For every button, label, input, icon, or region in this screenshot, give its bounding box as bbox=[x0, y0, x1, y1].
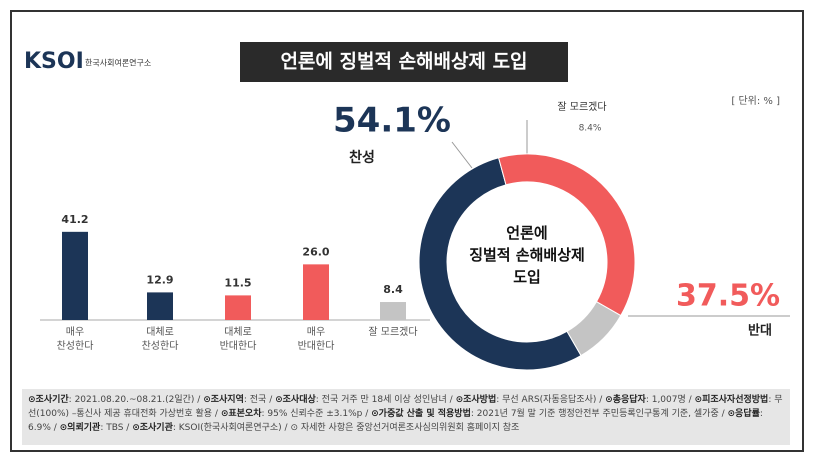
org-name: 한국사회여론연구소 bbox=[85, 58, 151, 68]
donut-segment bbox=[418, 157, 582, 371]
value-label: 8.4 bbox=[383, 283, 403, 296]
footer-item: ⊙조사기간: 2021.08.20.~08.21.(2일간) / bbox=[28, 395, 200, 405]
bar bbox=[225, 295, 251, 320]
footer-label: ⊙조사기관 bbox=[132, 423, 173, 433]
footer-item: ⊙ 자세한 사항은 중앙선거여론조사심의위원회 홈페이지 참조 bbox=[290, 423, 519, 433]
x-tick-label: 매우 찬성한다 bbox=[56, 327, 94, 352]
unit-label: [ 단위: % ] bbox=[731, 94, 780, 107]
footer-text: : KSOI(한국사회여론연구소) / bbox=[172, 423, 288, 433]
footer-label: ⊙조사대상 bbox=[275, 395, 316, 405]
footer-label: ⊙조사방법 bbox=[455, 395, 497, 405]
frame bbox=[10, 10, 804, 452]
footer-item: ⊙표본오차: 95% 신뢰수준 ±3.1%p / bbox=[221, 409, 368, 419]
pie-category-label: 찬성 bbox=[349, 149, 375, 166]
bar bbox=[380, 302, 406, 320]
footer-item: ⊙의뢰기관: TBS / bbox=[60, 423, 130, 433]
footer-text: : 6.9% / bbox=[28, 409, 763, 433]
footer-label: ⊙의뢰기관 bbox=[59, 423, 101, 433]
bar bbox=[62, 231, 88, 320]
survey-footer: ⊙조사기간: 2021.08.20.~08.21.(2일간) / ⊙조사지역: … bbox=[22, 389, 790, 445]
value-label: 12.9 bbox=[146, 273, 173, 286]
footer-item: ⊙조사기관: KSOI(한국사회여론연구소) / bbox=[132, 423, 287, 433]
donut-segment bbox=[566, 301, 622, 357]
footer-text: : 무선(100%) –통신사 제공 휴대전화 가상번호 활용 / bbox=[28, 395, 783, 419]
pie-value-label: 54.1% bbox=[333, 101, 451, 141]
value-label: 41.2 bbox=[61, 213, 88, 226]
footer-item: ⊙조사지역: 전국 / bbox=[203, 395, 272, 405]
pie-value-label: 37.5% bbox=[676, 279, 780, 314]
footer-label: ⊙총응답자 bbox=[605, 395, 646, 405]
footer-label: ⊙응답률 bbox=[727, 409, 760, 419]
footer-label: ⊙가중값 산출 및 적용방법 bbox=[371, 409, 471, 419]
bar bbox=[303, 264, 329, 320]
pie-category-label: 잘 모르겠다 bbox=[557, 101, 606, 113]
footer-label: ⊙조사기간 bbox=[28, 395, 69, 405]
footer-item: ⊙총응답자: 1,007명 / bbox=[605, 395, 692, 405]
footer-text: : TBS / bbox=[100, 423, 130, 433]
pie-category-label: 반대 bbox=[748, 323, 772, 339]
footer-text: : 전국 / bbox=[243, 395, 273, 405]
x-tick-label: 매우 반대한다 bbox=[297, 327, 335, 352]
footer-item: ⊙가중값 산출 및 적용방법: 2021년 7월 말 기준 행정안전부 주민등록… bbox=[371, 409, 725, 419]
footer-item: ⊙조사대상: 전국 거주 만 18세 이상 성인남녀 / bbox=[275, 395, 453, 405]
bar bbox=[147, 292, 173, 320]
footer-label: ⊙피조사자선정방법 bbox=[694, 395, 769, 405]
footer-text: : 무선 ARS(자동응답조사) / bbox=[496, 395, 603, 405]
x-tick-label: 대체로 반대한다 bbox=[219, 327, 257, 352]
x-tick-label: 대체로 찬성한다 bbox=[141, 327, 179, 352]
footer-item: ⊙피조사자선정방법: 무선(100%) –통신사 제공 휴대전화 가상번호 활용… bbox=[28, 395, 783, 419]
value-label: 26.0 bbox=[302, 245, 329, 258]
logo: KSOI bbox=[24, 49, 84, 74]
chart-title: 언론에 징벌적 손해배상제 도입 bbox=[280, 51, 527, 73]
footer-text: : 1,007명 / bbox=[645, 395, 692, 405]
value-label: 11.5 bbox=[224, 276, 251, 289]
footer-label: ⊙표본오차 bbox=[220, 409, 262, 419]
footer-item: ⊙조사방법: 무선 ARS(자동응답조사) / bbox=[456, 395, 603, 405]
footer-item: ⊙응답률: 6.9% / bbox=[28, 409, 763, 433]
footer-text: ⊙ 자세한 사항은 중앙선거여론조사심의위원회 홈페이지 참조 bbox=[290, 423, 520, 433]
footer-text: : 2021년 7월 말 기준 행정안전부 주민등록인구통계 기준, 셀가중 / bbox=[470, 409, 725, 419]
donut-center-label: 언론에 징벌적 손해배상제 도입 bbox=[469, 224, 585, 286]
footer-label: ⊙조사지역 bbox=[203, 395, 244, 405]
footer-text: : 전국 거주 만 18세 이상 성인남녀 / bbox=[315, 395, 453, 405]
footer-text: : 2021.08.20.~08.21.(2일간) / bbox=[68, 395, 201, 405]
leader-line bbox=[451, 141, 473, 169]
pie-value-label: 8.4% bbox=[579, 124, 602, 134]
x-tick-label: 잘 모르겠다 bbox=[368, 327, 418, 338]
title-box bbox=[240, 42, 568, 82]
footer-text: : 95% 신뢰수준 ±3.1%p / bbox=[261, 409, 369, 419]
